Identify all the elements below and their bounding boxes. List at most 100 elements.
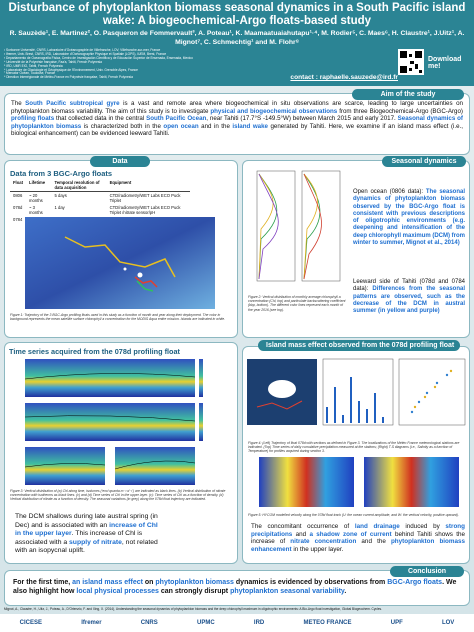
- highlight: phytoplankton biomass: [155, 579, 234, 586]
- highlight: local physical processes: [76, 587, 159, 595]
- text-run: The: [11, 100, 26, 107]
- text-run: and: [292, 530, 310, 538]
- highlight: increase of Chl in the upper layer: [15, 521, 158, 538]
- figure-2-caption: Figure 2: Vertical distribution of month…: [248, 295, 346, 312]
- contact[interactable]: contact : raphaelle.sauzede@ird.fr: [290, 74, 398, 81]
- text-run: dynamics is evidenced by observations fr…: [233, 579, 388, 586]
- affiliation: ³ Departamento de Oceanografía Física, C…: [4, 55, 193, 60]
- text-run: Open ocean (0806 data):: [353, 189, 424, 195]
- highlight: land drainage: [354, 523, 400, 530]
- qr-code[interactable]: [398, 49, 424, 75]
- header: Disturbance of phytoplankton biomass sea…: [0, 0, 474, 86]
- text-run: For the first time,: [13, 579, 73, 586]
- logo: Ifremer: [81, 620, 102, 626]
- highlight: South Pacific subtropical gyre: [25, 100, 120, 107]
- text-run: induced by: [399, 523, 446, 530]
- table-cell: CTD/radiometry/WET Labs ECO Puck Triplet…: [109, 205, 181, 215]
- data-box: Data from 3 BGC-Argo floats Float Lifetim…: [4, 160, 238, 338]
- logos: CICESE Ifremer CNRS UPMC IRD METEO FRANCE UPF L…: [0, 614, 474, 632]
- text-run: on: [142, 579, 156, 586]
- aim-heading: Aim of the study: [352, 89, 464, 100]
- data-subtitle: Data from 3 BGC-Argo floats: [10, 169, 113, 178]
- figure-5-caption: Figure 5: HYCOM modelled velocity along …: [248, 513, 459, 517]
- figure-2-profiles: [256, 170, 341, 282]
- highlight: profiling floats: [11, 115, 55, 123]
- highlight: open ocean: [163, 122, 199, 130]
- download[interactable]: Download me!: [428, 56, 462, 70]
- title: Disturbance of phytoplankton biomass sea…: [8, 2, 466, 27]
- table-row: 0806 ~ 20 months 5 days CTD/radiometry/WET …: [10, 192, 190, 205]
- text-run: and in the: [198, 122, 233, 130]
- highlight: nitrate concentration: [290, 538, 357, 546]
- text-run: in the upper layer.: [291, 545, 344, 553]
- text-run: and the: [356, 538, 391, 546]
- authors: R. Sauzède¹, E. Martinez², O. Pasqueron …: [9, 30, 465, 46]
- highlight: phytoplankton biomass enhancement: [251, 538, 465, 553]
- text-run: is a vast and remote area where biogeoch…: [11, 100, 463, 115]
- figure-3-caption: Figure 3: Vertical distribution of (a) C…: [10, 489, 226, 502]
- conclusion-heading: Conclusion: [390, 566, 464, 577]
- column-header: Temporal resolution of data acquisition: [51, 179, 107, 192]
- logo: UPMC: [197, 620, 215, 626]
- highlight: Differences from the seasonal patterns a…: [353, 286, 465, 315]
- affiliations: ¹ Sorbonne Université, CNRS, Laboratoire…: [4, 48, 304, 80]
- affiliation: ⁵ IRD, UMR EIO, Tahiti, French Polynesia: [4, 63, 63, 68]
- text-run: can strongly disrupt: [158, 587, 231, 595]
- aim-text: The South Pacific subtropical gyre is a …: [11, 100, 463, 138]
- text-run: . This increase of Chl is associated wit…: [15, 530, 143, 546]
- float-table: Float Lifetime Temporal resolution of data…: [10, 179, 190, 228]
- table-cell: 1 day: [54, 205, 65, 210]
- column-header: Equipment: [106, 179, 190, 192]
- highlight: physical and biogeochemical observations: [210, 107, 338, 115]
- highlight: The seasonal dynamics of phytoplankton b…: [353, 189, 466, 247]
- figure-1-caption: Figure 1: Trajectory of the 3 BGC-Argo p…: [10, 313, 226, 322]
- affiliation: ⁴ Université de la Polynésie française, …: [4, 59, 102, 64]
- table-cell: 0784: [13, 217, 23, 222]
- text-run: generated by Tahiti. Here, we examine if…: [11, 122, 463, 138]
- text-run: that collected data in the central: [54, 115, 147, 123]
- reference: Mignot, A., Claustre, H., Uitz, J., Pote…: [4, 607, 382, 611]
- open-ocean-text: Open ocean (0806 data): The seasonal dyn…: [353, 189, 465, 247]
- text-run: .: [344, 587, 347, 595]
- logo: IRD: [253, 620, 265, 626]
- island-text: The concomitant occurrence of land drain…: [251, 523, 465, 553]
- figure-5: [259, 457, 459, 507]
- seasonal-heading: Seasonal dynamics: [382, 156, 466, 167]
- column-header: Lifetime: [26, 179, 52, 192]
- table-cell: CTD/radiometry/WET Labs ECO Puck Triplet: [109, 193, 181, 203]
- figure-1-map: [25, 217, 215, 309]
- table-cell: ~ 3 months: [29, 205, 43, 215]
- affiliation: ⁶ Laboratoire de Glaciologie et Géophysi…: [4, 67, 138, 72]
- text-run: . We also highlight how: [13, 579, 457, 595]
- table-header: Float Lifetime Temporal resolution of data…: [10, 179, 190, 192]
- table-row: 078d ~ 3 months 1 day CTD/radiometry/WET La…: [10, 204, 190, 216]
- table-cell: 078d: [13, 205, 23, 210]
- logo: LOV: [441, 620, 455, 626]
- text-run: , near Tahiti (17.7°S -149.5°W) between …: [206, 115, 398, 123]
- text-run: behind Tahiti shows the increase of: [251, 530, 465, 546]
- data-heading: Data: [90, 156, 150, 167]
- leeward-text: Leeward side of Tahiti (078d and 0784 da…: [353, 279, 465, 315]
- qr-pattern: [400, 51, 422, 73]
- highlight: island wake: [232, 122, 268, 130]
- table-cell: 5 days: [54, 193, 67, 198]
- text-run: The DCM shallows during late austral spr…: [15, 513, 158, 529]
- highlight: an island mass effect: [72, 579, 143, 586]
- highlight: phytoplankton seasonal variability: [230, 587, 345, 595]
- highlight: supply of nitrate: [69, 538, 122, 546]
- aim-box: The South Pacific subtropical gyre is a …: [4, 93, 470, 155]
- highlight: South Pacific Ocean: [146, 115, 207, 123]
- logo: CNRS: [140, 620, 158, 626]
- timeseries-text: The DCM shallows during late austral spr…: [15, 513, 165, 556]
- highlight: a shadow zone of current: [309, 530, 392, 538]
- logo: METEO FRANCE: [303, 620, 352, 626]
- seasonal-box: Figure 2: Vertical distribution of month…: [242, 160, 470, 338]
- text-run: Leeward side of Tahiti (078d and 0784 da…: [353, 279, 465, 293]
- timeseries-heading: Time series acquired from the 078d profi…: [9, 347, 180, 356]
- highlight: Seasonal dynamics of phytoplankton bioma…: [11, 115, 463, 130]
- figure-3-sections: [24, 359, 203, 485]
- highlight: strong precipitations: [251, 523, 465, 538]
- figure-4: [247, 358, 466, 426]
